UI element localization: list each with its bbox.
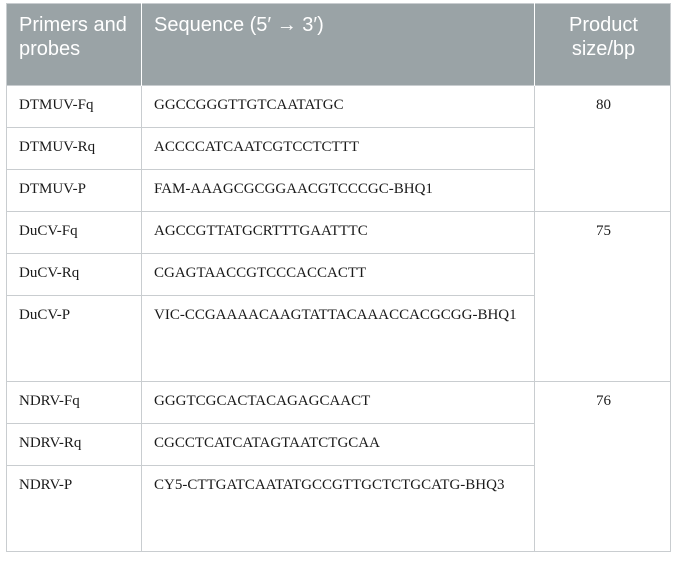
- primer-sequence: CGAGTAACCGTCCCACCACTT: [141, 253, 535, 296]
- product-size: 80: [534, 85, 671, 212]
- probe-name: DTMUV-P: [6, 169, 142, 212]
- header-product-size: Product size/bp: [534, 3, 671, 86]
- primer-sequence: AGCCGTTATGCRTTTGAATTTC: [141, 211, 535, 254]
- probe-name: DuCV-P: [6, 295, 142, 382]
- header-primers-probes: Primers and probes: [6, 3, 142, 86]
- product-size: 76: [534, 381, 671, 552]
- product-size: 75: [534, 211, 671, 382]
- primer-sequence: CGCCTCATCATAGTAATCTGCAA: [141, 423, 535, 466]
- primer-name: NDRV-Rq: [6, 423, 142, 466]
- primer-name: NDRV-Fq: [6, 381, 142, 424]
- probe-sequence: CY5-CTTGATCAATATGCCGTTGCTCTGCATG-BHQ3: [141, 465, 535, 552]
- table-row: NDRV-P CY5-CTTGATCAATATGCCGTTGCTCTGCATG-…: [6, 465, 671, 552]
- primer-sequence: ACCCCATCAATCGTCCTCTTT: [141, 127, 535, 170]
- probe-name: NDRV-P: [6, 465, 142, 552]
- table-row: DTMUV-Rq ACCCCATCAATCGTCCTCTTT: [6, 127, 671, 170]
- primer-name: DTMUV-Fq: [6, 85, 142, 128]
- primer-sequence: GGCCGGGTTGTCAATATGC: [141, 85, 535, 128]
- header-sequence: Sequence (5′ → 3′): [141, 3, 535, 86]
- table-row: DuCV-Rq CGAGTAACCGTCCCACCACTT: [6, 253, 671, 296]
- primer-name: DTMUV-Rq: [6, 127, 142, 170]
- table-row: DTMUV-P FAM-AAAGCGCGGAACGTCCCGC-BHQ1: [6, 169, 671, 212]
- primer-name: DuCV-Rq: [6, 253, 142, 296]
- probe-sequence: VIC-CCGAAAACAAGTATTACAAACCACGCGG-BHQ1: [141, 295, 535, 382]
- table-row: NDRV-Fq GGGTCGCACTACAGAGCAACT 76: [6, 381, 671, 552]
- table-row: NDRV-Rq CGCCTCATCATAGTAATCTGCAA: [6, 423, 671, 466]
- table-row: DTMUV-Fq GGCCGGGTTGTCAATATGC 80: [6, 85, 671, 212]
- table-row: DuCV-P VIC-CCGAAAACAAGTATTACAAACCACGCGG-…: [6, 295, 671, 382]
- table-row: DuCV-Fq AGCCGTTATGCRTTTGAATTTC 75: [6, 211, 671, 382]
- table-header: Primers and probes Sequence (5′ → 3′) Pr…: [6, 3, 671, 86]
- table-body: DTMUV-Fq GGCCGGGTTGTCAATATGC 80 DTMUV-Rq…: [6, 85, 671, 552]
- primer-table: Primers and probes Sequence (5′ → 3′) Pr…: [6, 3, 671, 552]
- probe-sequence: FAM-AAAGCGCGGAACGTCCCGC-BHQ1: [141, 169, 535, 212]
- primer-sequence: GGGTCGCACTACAGAGCAACT: [141, 381, 535, 424]
- primer-name: DuCV-Fq: [6, 211, 142, 254]
